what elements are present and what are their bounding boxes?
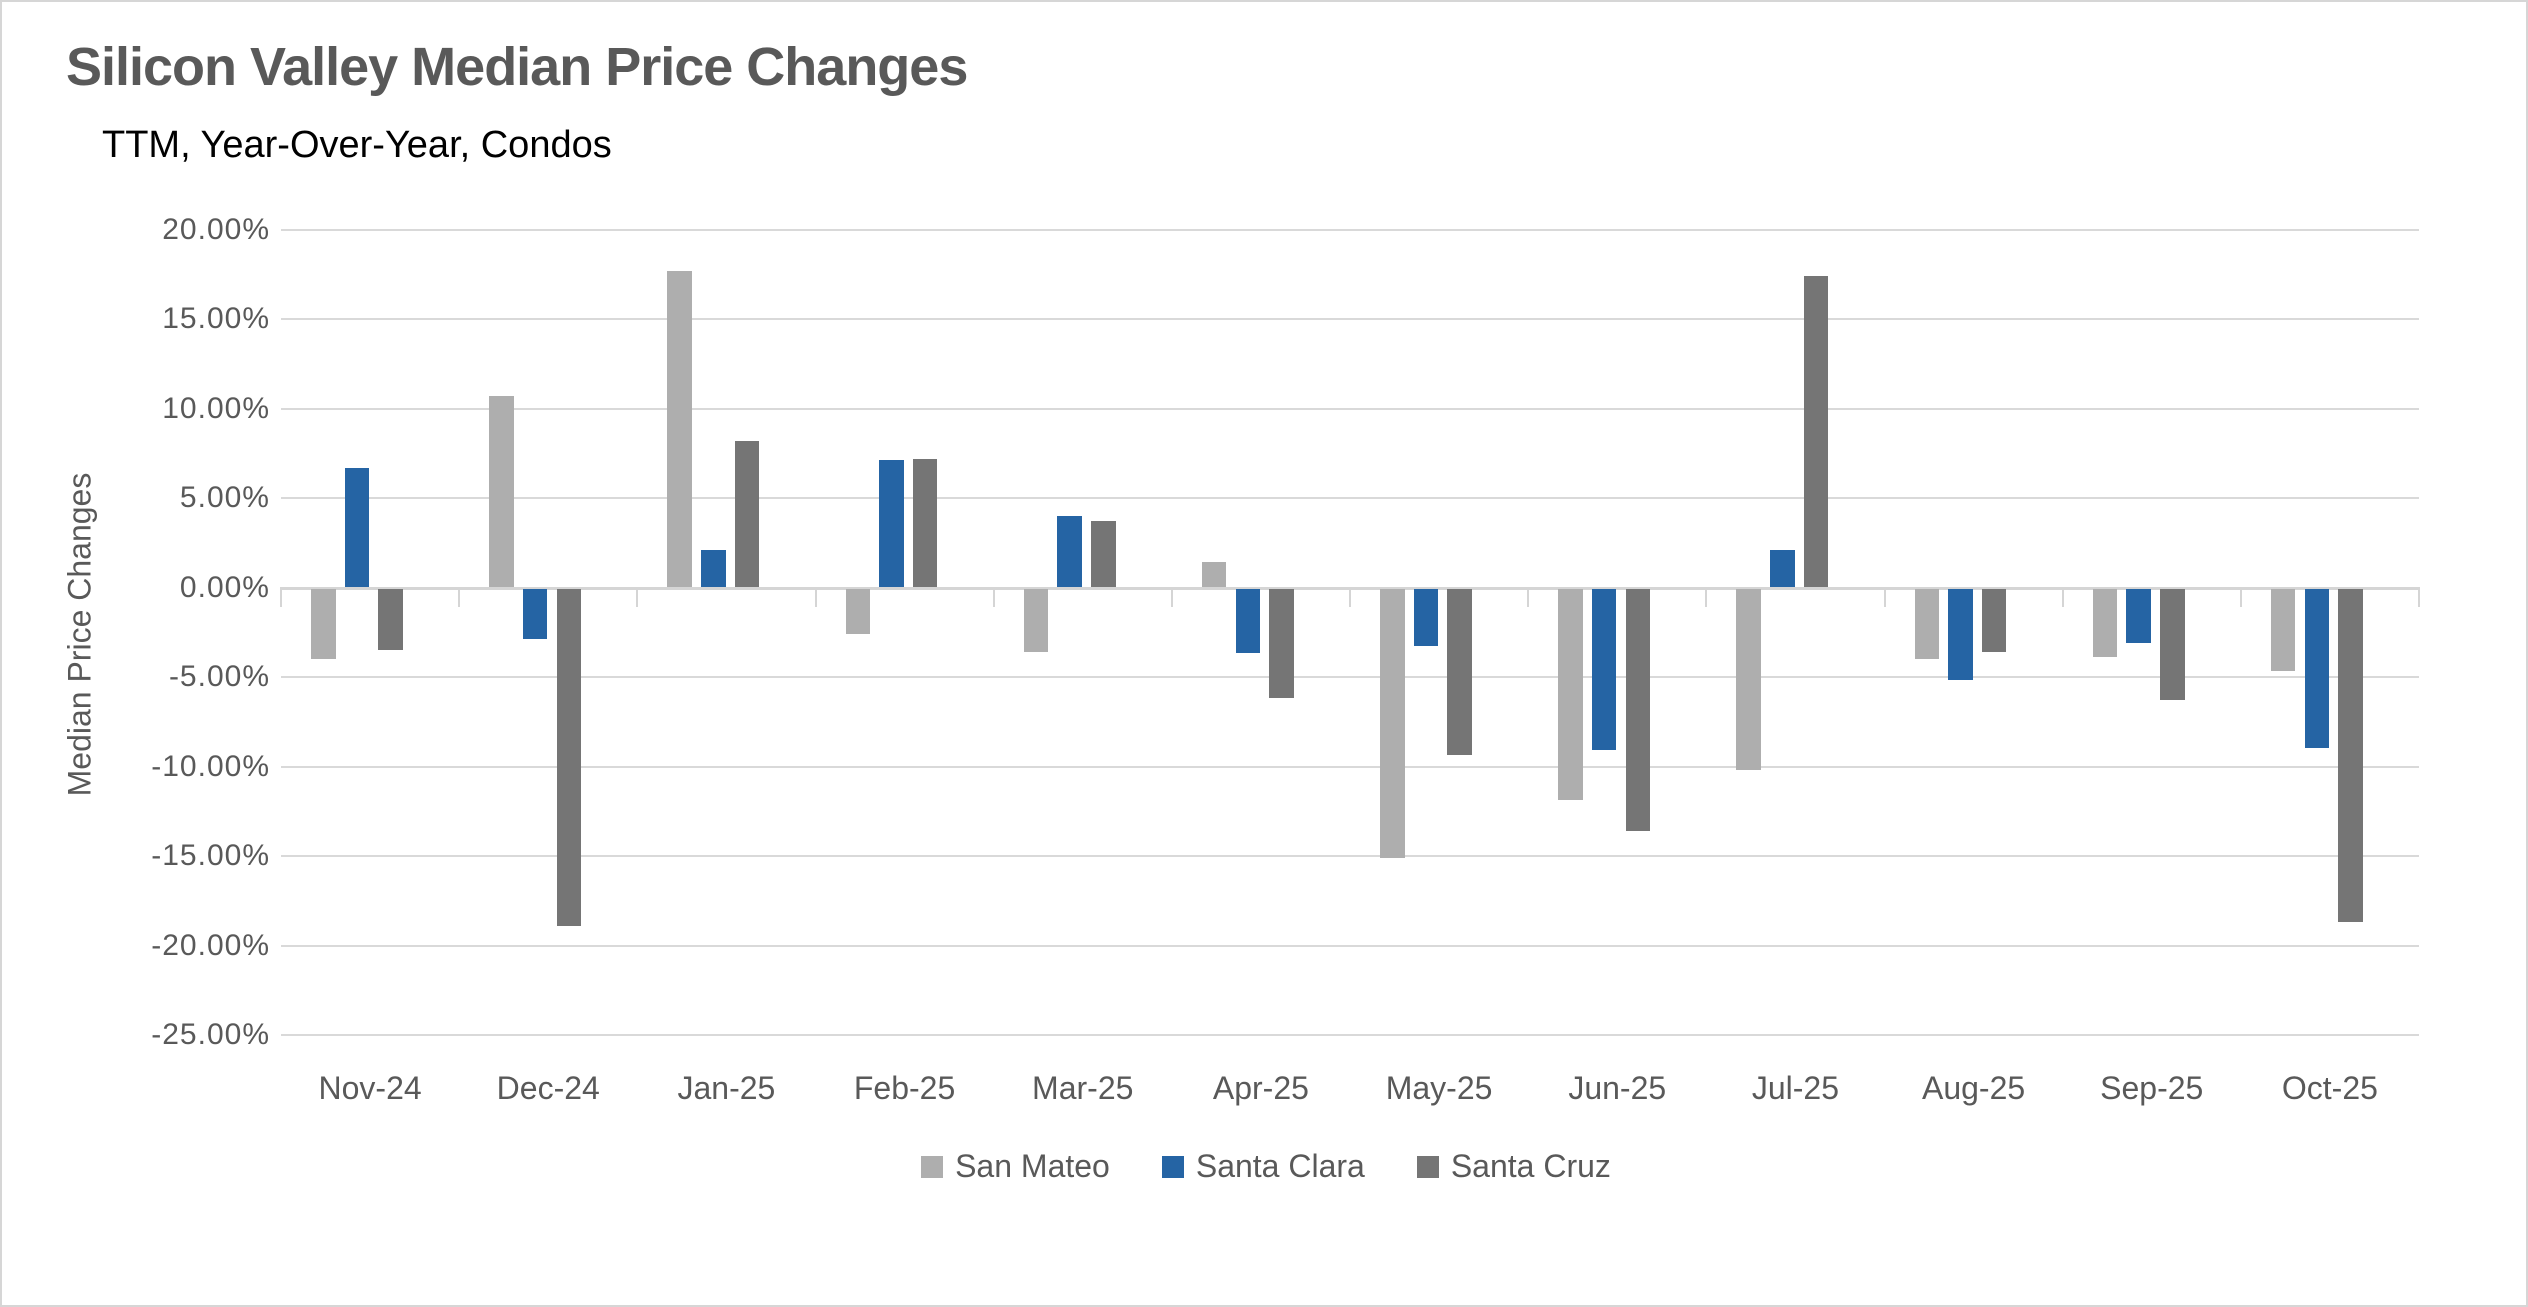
axis-tick (458, 586, 461, 607)
legend-item-san-mateo: San Mateo (921, 1148, 1110, 1185)
gridline (281, 318, 2419, 320)
bar-santa-cruz-may-25 (1447, 589, 1472, 756)
legend-label-santa-clara: Santa Clara (1195, 1148, 1365, 1184)
y-tick-label: 20.00% (162, 212, 270, 246)
x-axis-label-nov-24: Nov-24 (318, 1070, 422, 1106)
axis-tick (1527, 586, 1530, 607)
bar-san-mateo-feb-25 (845, 589, 870, 634)
bar-san-mateo-dec-24 (489, 395, 514, 588)
bar-santa-clara-feb-25 (879, 460, 904, 588)
axis-tick (992, 586, 995, 607)
bar-santa-clara-jun-25 (1591, 589, 1617, 751)
bar-santa-clara-jul-25 (1770, 549, 1795, 588)
bar-santa-cruz-aug-25 (1981, 589, 2007, 652)
bar-santa-clara-dec-24 (522, 589, 548, 640)
x-axis-label-jan-25: Jan-25 (677, 1070, 776, 1106)
plot-area (280, 228, 2420, 1036)
x-axis-label-feb-25: Feb-25 (853, 1070, 956, 1106)
y-tick-label: -5.00% (168, 660, 270, 693)
axis-tick (2061, 586, 2064, 607)
bar-santa-clara-sep-25 (2126, 589, 2151, 643)
bar-san-mateo-oct-25 (2270, 589, 2296, 672)
bar-san-mateo-nov-24 (311, 589, 336, 659)
bar-san-mateo-jul-25 (1736, 589, 1761, 770)
legend-swatch-santa-clara (1161, 1155, 1184, 1178)
axis-tick (2418, 586, 2420, 607)
bar-san-mateo-apr-25 (1201, 562, 1227, 588)
legend: San Mateo Santa Clara Santa Cruz (2, 1148, 2526, 1185)
axis-tick (636, 586, 639, 607)
bar-santa-cruz-jun-25 (1625, 589, 1651, 831)
bar-san-mateo-sep-25 (2092, 589, 2118, 658)
bar-santa-cruz-nov-24 (378, 589, 403, 650)
x-axis-label-jun-25: Jun-25 (1568, 1070, 1667, 1106)
y-tick-label: -20.00% (151, 928, 270, 962)
bar-santa-clara-oct-25 (2304, 589, 2330, 749)
legend-label-san-mateo: San Mateo (955, 1148, 1110, 1184)
bar-santa-clara-apr-25 (1235, 589, 1261, 654)
gridline (281, 407, 2419, 410)
bar-santa-clara-may-25 (1413, 589, 1439, 647)
bar-santa-cruz-feb-25 (912, 458, 938, 588)
bar-santa-cruz-oct-25 (2338, 589, 2363, 922)
bar-santa-cruz-sep-25 (2160, 589, 2185, 700)
gridline (281, 497, 2419, 499)
gridline (281, 765, 2419, 768)
bar-santa-clara-mar-25 (1057, 515, 1082, 588)
x-axis-label-jul-25: Jul-25 (1751, 1070, 1839, 1106)
gridline (281, 855, 2419, 857)
bar-santa-clara-jan-25 (701, 549, 726, 588)
y-tick-label: 5.00% (179, 481, 270, 514)
axis-tick (1883, 586, 1886, 607)
bar-santa-cruz-apr-25 (1269, 589, 1294, 699)
axis-tick (280, 586, 282, 607)
bar-santa-cruz-dec-24 (556, 589, 582, 926)
axis-tick (1705, 586, 1708, 607)
gridline (281, 1034, 2419, 1036)
y-tick-label: 10.00% (162, 391, 270, 425)
bar-santa-clara-nov-24 (344, 467, 370, 588)
x-axis-label-aug-25: Aug-25 (1921, 1070, 2026, 1106)
y-tick-label: -25.00% (151, 1018, 270, 1051)
bar-santa-cruz-jan-25 (734, 440, 760, 588)
x-axis-label-dec-24: Dec-24 (496, 1070, 600, 1106)
y-tick-label: -10.00% (151, 749, 270, 783)
legend-swatch-santa-cruz (1416, 1155, 1439, 1178)
axis-tick (1349, 586, 1351, 607)
y-tick-label: -15.00% (151, 839, 270, 872)
gridline (281, 944, 2419, 947)
bar-san-mateo-jan-25 (667, 270, 692, 588)
bar-san-mateo-jun-25 (1558, 589, 1583, 801)
bar-san-mateo-mar-25 (1023, 589, 1049, 652)
gridline (281, 228, 2419, 231)
bar-santa-cruz-mar-25 (1091, 521, 1116, 588)
x-axis-label-apr-25: Apr-25 (1212, 1070, 1309, 1106)
chart-title: Silicon Valley Median Price Changes (66, 37, 968, 97)
chart-subtitle: TTM, Year-Over-Year, Condos (102, 124, 612, 166)
x-axis-label-may-25: May-25 (1385, 1070, 1493, 1106)
gridline (281, 676, 2419, 678)
legend-swatch-san-mateo (921, 1155, 944, 1178)
axis-tick (2239, 586, 2242, 607)
y-tick-label: 15.00% (162, 302, 270, 335)
x-axis-label-sep-25: Sep-25 (2100, 1070, 2204, 1106)
legend-item-santa-clara: Santa Clara (1161, 1148, 1365, 1185)
axis-tick (1170, 586, 1173, 607)
legend-item-santa-cruz: Santa Cruz (1416, 1148, 1611, 1185)
y-tick-label: 0.00% (179, 570, 270, 604)
bar-santa-cruz-jul-25 (1803, 276, 1829, 588)
axis-tick (814, 586, 817, 607)
bar-santa-clara-aug-25 (1948, 589, 1973, 681)
legend-label-santa-cruz: Santa Cruz (1450, 1148, 1611, 1184)
bar-san-mateo-may-25 (1380, 589, 1405, 858)
x-axis-label-oct-25: Oct-25 (2281, 1070, 2378, 1106)
bar-san-mateo-aug-25 (1914, 589, 1939, 659)
x-axis-label-mar-25: Mar-25 (1032, 1070, 1134, 1106)
